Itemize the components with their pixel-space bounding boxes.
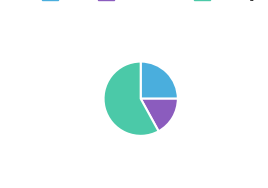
Legend: iPhone, Windows Phone, Samsung: iPhone, Windows Phone, Samsung: [42, 0, 256, 1]
Wedge shape: [141, 61, 178, 99]
Wedge shape: [103, 61, 159, 136]
Wedge shape: [141, 99, 178, 131]
